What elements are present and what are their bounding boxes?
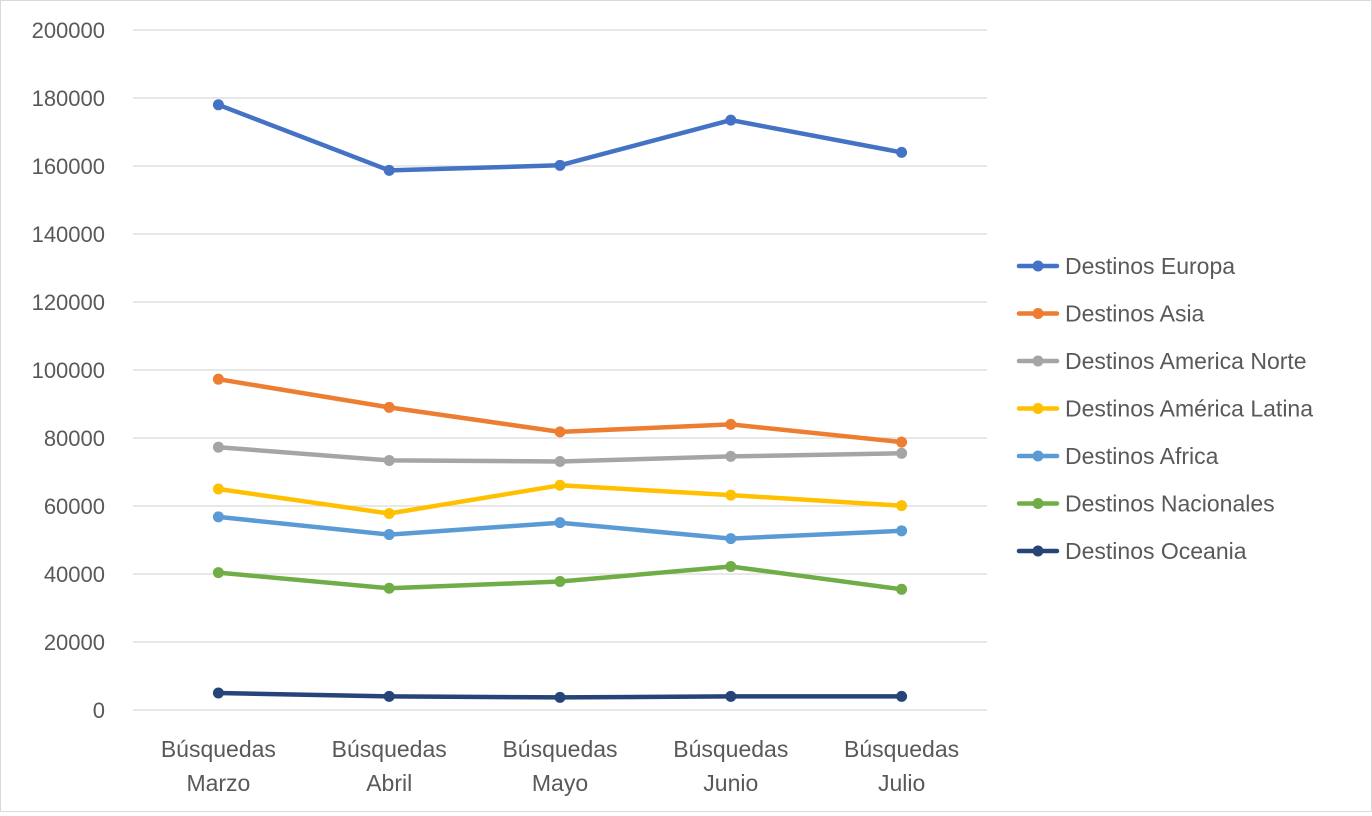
legend-label: Destinos Europa <box>1065 253 1235 279</box>
data-point <box>896 146 908 158</box>
data-point <box>725 418 737 430</box>
legend-label: Destinos Oceania <box>1065 538 1247 564</box>
series <box>212 99 908 176</box>
legend-swatch-marker <box>1032 498 1044 509</box>
legend-item: Destinos Africa <box>1016 443 1219 469</box>
y-axis: 0 20000 40000 60000 80000 100000 120000 140000 1… <box>32 18 105 723</box>
gridlines <box>133 29 987 711</box>
data-point <box>554 691 566 703</box>
y-tick-label: 100000 <box>32 358 105 383</box>
x-tick-label: Búsquedas <box>161 736 276 762</box>
data-point <box>725 450 737 462</box>
series <box>212 687 908 703</box>
x-tick-label: Búsquedas <box>844 736 959 762</box>
data-point <box>212 373 224 385</box>
data-point <box>554 575 566 587</box>
legend-item: Destinos America Norte <box>1016 348 1307 374</box>
data-point <box>725 690 737 702</box>
series <box>212 373 908 448</box>
x-tick-label: Abril <box>366 770 412 796</box>
data-point <box>725 561 737 573</box>
data-point <box>554 455 566 467</box>
legend-swatch-marker <box>1032 260 1044 272</box>
data-point <box>212 687 224 699</box>
data-point <box>383 507 395 519</box>
x-tick-label: Búsquedas <box>332 736 447 762</box>
x-tick-label: Búsquedas <box>502 736 617 762</box>
y-tick-label: 160000 <box>32 154 105 179</box>
data-point <box>383 401 395 413</box>
legend-item: Destinos América Latina <box>1016 396 1313 422</box>
legend-item: Destinos Europa <box>1016 253 1235 279</box>
legend-item: Destinos Oceania <box>1016 538 1247 564</box>
data-point <box>212 511 224 523</box>
y-tick-label: 40000 <box>44 562 105 587</box>
data-point <box>383 454 395 466</box>
x-axis: Búsquedas Marzo Búsquedas Abril Búsquedas May… <box>161 736 959 796</box>
legend-label: Destinos Nacionales <box>1065 491 1275 517</box>
data-point <box>896 447 908 459</box>
x-tick-label: Julio <box>878 770 925 796</box>
y-tick-label: 20000 <box>44 630 105 655</box>
legend-label: Destinos Asia <box>1065 301 1205 327</box>
data-point <box>212 483 224 495</box>
data-point <box>896 436 908 448</box>
y-tick-label: 180000 <box>32 86 105 111</box>
y-tick-label: 200000 <box>32 18 105 43</box>
legend-swatch-marker <box>1032 355 1044 367</box>
y-tick-label: 140000 <box>32 222 105 247</box>
series <box>212 511 908 545</box>
data-point <box>896 525 908 537</box>
data-point <box>554 479 566 491</box>
data-point <box>896 583 908 595</box>
data-point <box>554 517 566 529</box>
x-tick-label: Mayo <box>532 770 588 796</box>
data-point <box>896 690 908 702</box>
legend-label: Destinos Africa <box>1065 443 1219 469</box>
data-point <box>725 489 737 501</box>
data-point <box>554 426 566 438</box>
data-point <box>554 159 566 171</box>
data-point <box>383 582 395 594</box>
legend: Destinos Europa Destinos Asia Destinos Ame… <box>1016 253 1313 564</box>
legend-swatch-marker <box>1032 308 1044 319</box>
legend-swatch-marker <box>1032 450 1044 462</box>
series-lines <box>212 99 908 703</box>
series <box>212 561 908 595</box>
legend-label: Destinos America Norte <box>1065 348 1307 374</box>
legend-swatch-marker <box>1032 545 1044 557</box>
data-point <box>725 533 737 545</box>
series <box>212 479 908 519</box>
legend-item: Destinos Asia <box>1016 301 1205 327</box>
x-tick-label: Junio <box>703 770 758 796</box>
data-point <box>212 567 224 579</box>
data-point <box>212 441 224 453</box>
data-point <box>383 164 395 176</box>
data-point <box>896 500 908 512</box>
legend-item: Destinos Nacionales <box>1016 491 1275 517</box>
series <box>212 441 908 467</box>
legend-swatch-marker <box>1032 403 1044 414</box>
data-point <box>383 690 395 702</box>
legend-label: Destinos América Latina <box>1065 396 1313 422</box>
x-tick-label: Búsquedas <box>673 736 788 762</box>
x-tick-label: Marzo <box>186 770 250 796</box>
y-tick-label: 80000 <box>44 426 105 451</box>
data-point <box>725 114 737 126</box>
data-point <box>212 99 224 111</box>
y-tick-label: 120000 <box>32 290 105 315</box>
y-tick-label: 60000 <box>44 494 105 519</box>
data-point <box>383 529 395 541</box>
y-tick-label: 0 <box>93 698 105 723</box>
